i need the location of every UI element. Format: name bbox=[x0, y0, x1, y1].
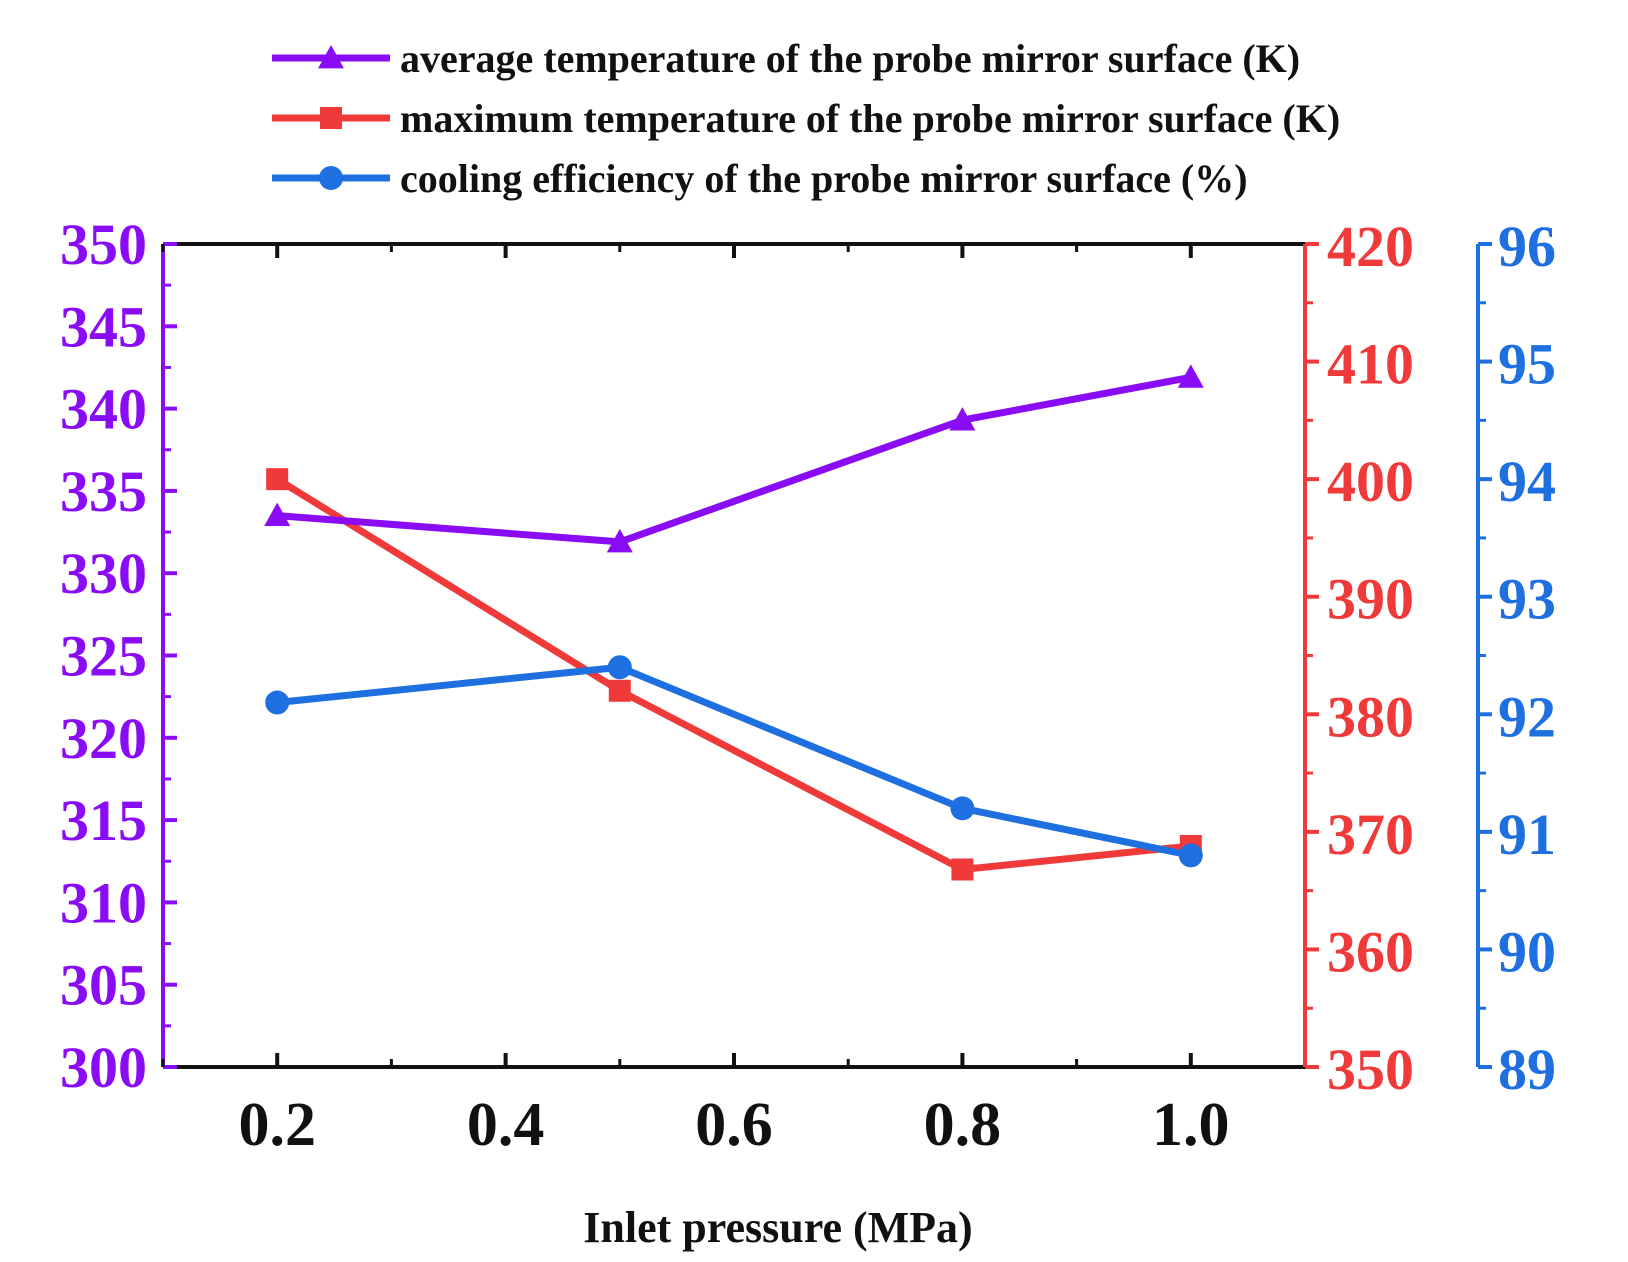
data-point-square bbox=[266, 468, 289, 491]
legend-label: average temperature of the probe mirror … bbox=[400, 36, 1300, 81]
right1-tick-label: 370 bbox=[1327, 802, 1414, 867]
legend-item-square: maximum temperature of the probe mirror … bbox=[272, 96, 1340, 141]
legend-item-circle: cooling efficiency of the probe mirror s… bbox=[272, 156, 1248, 201]
right2-tick-label: 92 bbox=[1498, 684, 1556, 749]
series-line-square bbox=[275, 476, 1192, 873]
left-y-axis: 300 305 310 315 320 325 330 335 340 345 350 bbox=[60, 212, 177, 1100]
x-axis: 0.2 0.4 0.6 0.8 1.0 bbox=[161, 244, 1230, 1159]
right1-tick-label: 380 bbox=[1327, 684, 1414, 749]
x-tick-label: 0.4 bbox=[467, 1091, 545, 1159]
left-tick-label: 315 bbox=[60, 788, 147, 853]
right1-tick-label: 420 bbox=[1327, 214, 1414, 279]
left-tick-label: 305 bbox=[60, 953, 147, 1018]
right1-tick-label: 410 bbox=[1327, 332, 1414, 397]
right2-tick-label: 90 bbox=[1498, 919, 1556, 984]
x-tick-label: 0.6 bbox=[695, 1091, 773, 1159]
right2-tick-label: 93 bbox=[1498, 567, 1556, 632]
data-point-triangle bbox=[264, 502, 291, 526]
left-tick-label: 350 bbox=[60, 212, 147, 277]
left-tick-label: 325 bbox=[60, 624, 147, 689]
x-axis-title: Inlet pressure (MPa) bbox=[583, 1203, 972, 1252]
legend: average temperature of the probe mirror … bbox=[272, 36, 1340, 201]
data-point-triangle bbox=[1177, 364, 1204, 388]
legend-item-triangle: average temperature of the probe mirror … bbox=[272, 36, 1300, 81]
left-tick-label: 310 bbox=[60, 870, 147, 935]
legend-swatch-marker bbox=[318, 45, 344, 69]
right1-tick-label: 390 bbox=[1327, 567, 1414, 632]
data-point-circle bbox=[265, 690, 290, 715]
data-point-circle bbox=[1178, 843, 1203, 868]
right2-tick-label: 89 bbox=[1498, 1037, 1556, 1102]
series-line-triangle bbox=[276, 373, 1192, 546]
right2-tick-label: 96 bbox=[1498, 214, 1556, 279]
legend-swatch-marker bbox=[320, 107, 342, 129]
right2-tick-label: 95 bbox=[1498, 332, 1556, 397]
x-tick-label: 0.2 bbox=[238, 1091, 316, 1159]
series-line-circle bbox=[276, 663, 1192, 859]
left-tick-label: 345 bbox=[60, 294, 147, 359]
left-tick-label: 340 bbox=[60, 377, 147, 442]
data-point-square bbox=[951, 858, 974, 881]
left-tick-label: 300 bbox=[60, 1035, 147, 1100]
series-square bbox=[266, 468, 1202, 881]
data-point-triangle bbox=[949, 407, 976, 431]
series-circle bbox=[265, 655, 1203, 868]
right1-tick-label: 360 bbox=[1327, 919, 1414, 984]
right-y-axis-cooling-efficiency: 89 90 91 92 93 94 95 96 bbox=[1476, 214, 1556, 1102]
x-tick-label: 1.0 bbox=[1152, 1091, 1230, 1159]
left-tick-label: 335 bbox=[60, 459, 147, 524]
data-point-circle bbox=[607, 655, 632, 680]
series-layer bbox=[264, 364, 1204, 881]
right2-tick-label: 94 bbox=[1498, 449, 1556, 514]
legend-label: maximum temperature of the probe mirror … bbox=[400, 96, 1340, 141]
legend-swatch-marker bbox=[319, 166, 343, 190]
series-triangle bbox=[264, 364, 1204, 553]
right1-tick-label: 400 bbox=[1327, 449, 1414, 514]
left-tick-label: 320 bbox=[60, 706, 147, 771]
plot-frame bbox=[163, 242, 1305, 1069]
data-point-circle bbox=[950, 796, 975, 821]
right2-tick-label: 91 bbox=[1498, 802, 1556, 867]
x-tick-label: 0.8 bbox=[924, 1091, 1002, 1159]
right1-tick-label: 350 bbox=[1327, 1037, 1414, 1102]
data-point-square bbox=[608, 679, 631, 702]
right-y-axis-max-temperature: 350 360 370 380 390 400 410 420 bbox=[1303, 214, 1414, 1102]
data-point-triangle bbox=[606, 528, 633, 553]
left-tick-label: 330 bbox=[60, 541, 147, 606]
legend-label: cooling efficiency of the probe mirror s… bbox=[400, 156, 1248, 201]
